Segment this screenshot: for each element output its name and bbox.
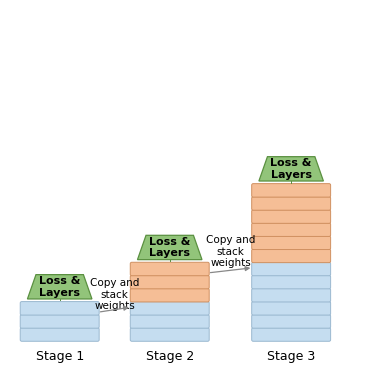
Text: Loss &
Layers: Loss & Layers [149, 237, 191, 258]
Text: Loss &
Layers: Loss & Layers [271, 158, 312, 180]
FancyBboxPatch shape [130, 302, 209, 315]
FancyBboxPatch shape [252, 236, 331, 250]
FancyBboxPatch shape [130, 315, 209, 328]
FancyBboxPatch shape [252, 210, 331, 223]
Text: Stage 3: Stage 3 [267, 350, 315, 363]
Polygon shape [27, 275, 92, 299]
Polygon shape [259, 157, 323, 181]
FancyBboxPatch shape [252, 288, 331, 302]
Text: Stage 2: Stage 2 [146, 350, 194, 363]
FancyBboxPatch shape [20, 315, 99, 328]
Text: Copy and
stack
weights: Copy and stack weights [206, 235, 255, 268]
FancyBboxPatch shape [20, 328, 99, 341]
FancyBboxPatch shape [252, 249, 331, 263]
FancyBboxPatch shape [252, 328, 331, 341]
FancyBboxPatch shape [252, 276, 331, 289]
FancyBboxPatch shape [130, 262, 209, 276]
Text: Loss &
Layers: Loss & Layers [39, 276, 80, 298]
FancyBboxPatch shape [252, 302, 331, 315]
Text: Copy and
stack
weights: Copy and stack weights [90, 278, 139, 311]
FancyBboxPatch shape [252, 315, 331, 328]
FancyBboxPatch shape [130, 328, 209, 341]
FancyBboxPatch shape [252, 262, 331, 276]
Text: Stage 1: Stage 1 [35, 350, 84, 363]
FancyBboxPatch shape [130, 288, 209, 302]
FancyBboxPatch shape [252, 184, 331, 197]
FancyBboxPatch shape [130, 276, 209, 289]
Polygon shape [137, 235, 202, 260]
FancyBboxPatch shape [20, 302, 99, 315]
FancyBboxPatch shape [252, 223, 331, 236]
FancyBboxPatch shape [252, 197, 331, 210]
